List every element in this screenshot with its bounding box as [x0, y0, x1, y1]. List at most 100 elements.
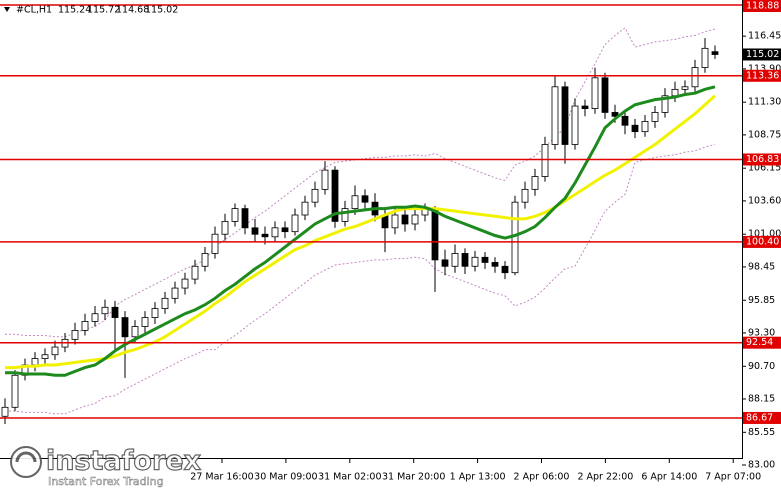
candle-body [531, 176, 539, 190]
candle-body [401, 214, 409, 225]
candle-body [121, 317, 129, 338]
candle-body [591, 77, 599, 109]
y-tick-label: 113.90 [748, 63, 781, 74]
x-tick-label: 6 Apr 14:00 [641, 472, 697, 483]
x-tick-label: 31 Mar 20:00 [382, 472, 445, 483]
x-tick-label: 30 Mar 09:00 [254, 472, 317, 483]
close: 115.02 [145, 5, 178, 16]
y-tick-label: 88.15 [748, 393, 775, 404]
y-tick-label: 95.85 [748, 295, 775, 306]
candle-body [661, 95, 669, 113]
candle-body [681, 86, 689, 90]
candle-body [271, 227, 279, 238]
candle-body [411, 214, 419, 225]
candle-body [491, 262, 499, 267]
watermark-title: instaforex [46, 446, 201, 477]
candle-body [241, 208, 249, 229]
candle-body [521, 188, 529, 203]
level-label-bg [743, 336, 781, 349]
candle-body [451, 253, 459, 267]
y-tick-label: 111.30 [748, 97, 781, 108]
y-tick-label: 103.60 [748, 195, 781, 206]
candle-body [131, 326, 139, 338]
candle-body [621, 115, 629, 126]
watermark-subtitle: Instant Forex Trading [48, 475, 164, 488]
level-label: 118.88 [746, 1, 779, 12]
open: 115.24 [58, 5, 91, 16]
candle-body [431, 208, 439, 261]
level-label-bg [743, 69, 781, 82]
candle-body [651, 112, 659, 122]
level-label: 100.40 [746, 236, 779, 247]
candle-body [541, 144, 549, 177]
dropdown-icon [4, 7, 10, 12]
high: 115.72 [87, 5, 120, 16]
level-label-bg [743, 235, 781, 248]
candle-body [601, 77, 609, 113]
band-line [5, 144, 716, 415]
candle-body [221, 221, 229, 235]
candle-body [41, 354, 49, 359]
candle-body [111, 306, 119, 318]
candle-body [191, 265, 199, 280]
logo [10, 446, 42, 478]
plot-area [0, 4, 742, 424]
level-label-bg [743, 411, 781, 424]
x-tick-label: 2 Apr 06:00 [514, 472, 570, 483]
level-label: 92.54 [746, 337, 773, 348]
candle-body [91, 313, 99, 322]
level-label: 106.83 [746, 154, 779, 165]
y-tick-label: 116.45 [748, 31, 781, 42]
candle-body [551, 86, 559, 145]
candle-body [291, 214, 299, 233]
current-price-bg [743, 48, 781, 61]
candle-body [161, 297, 169, 309]
candle-body [31, 358, 39, 366]
moving-average [5, 85, 716, 377]
x-tick-label: 1 Apr 13:00 [450, 472, 506, 483]
candle-body [631, 124, 639, 133]
watermark: instaforex Instant Forex Trading [10, 445, 202, 488]
level-label: 113.36 [746, 70, 779, 81]
candle-body [391, 214, 399, 229]
symbol: #CL,H1 [16, 5, 52, 16]
level-label-bg [743, 153, 781, 166]
candle-body [691, 67, 699, 88]
y-tick-label: 106.15 [748, 163, 781, 174]
level-label: 86.67 [746, 412, 773, 423]
candle-body [71, 329, 79, 340]
candle-body [11, 374, 19, 408]
candle-body [331, 169, 339, 222]
candle-body [261, 233, 269, 238]
candle-body [711, 51, 719, 55]
candle-body [461, 253, 469, 267]
candle-body [171, 287, 179, 299]
candle-body [361, 195, 369, 203]
band-line [5, 27, 716, 338]
candle-body [701, 47, 709, 68]
y-tick-label: 93.30 [748, 327, 775, 338]
candle-body [231, 208, 239, 222]
candle-body [1, 406, 9, 417]
y-tick-label: 85.55 [748, 427, 775, 438]
x-tick-label: 31 Mar 02:00 [318, 472, 381, 483]
candle-body [671, 88, 679, 97]
candle-body [641, 121, 649, 133]
y-tick-label: 98.45 [748, 261, 775, 272]
x-tick-label: 27 Mar 16:00 [190, 472, 253, 483]
candle-body [301, 201, 309, 216]
candle-body [81, 321, 89, 331]
candle-body [321, 169, 329, 190]
x-tick-label: 2 Apr 22:00 [577, 472, 633, 483]
candle-body [141, 317, 149, 327]
low: 114.68 [116, 5, 149, 16]
y-tick-label: 108.75 [748, 129, 781, 140]
moving-average [5, 94, 717, 370]
candle-body [481, 256, 489, 263]
y-tick-label: 101.00 [748, 229, 781, 240]
x-tick-label: 7 Apr 07:00 [705, 472, 761, 483]
candle-body [561, 86, 569, 145]
candle-body [341, 208, 349, 222]
y-tick-label: 90.70 [748, 361, 775, 372]
